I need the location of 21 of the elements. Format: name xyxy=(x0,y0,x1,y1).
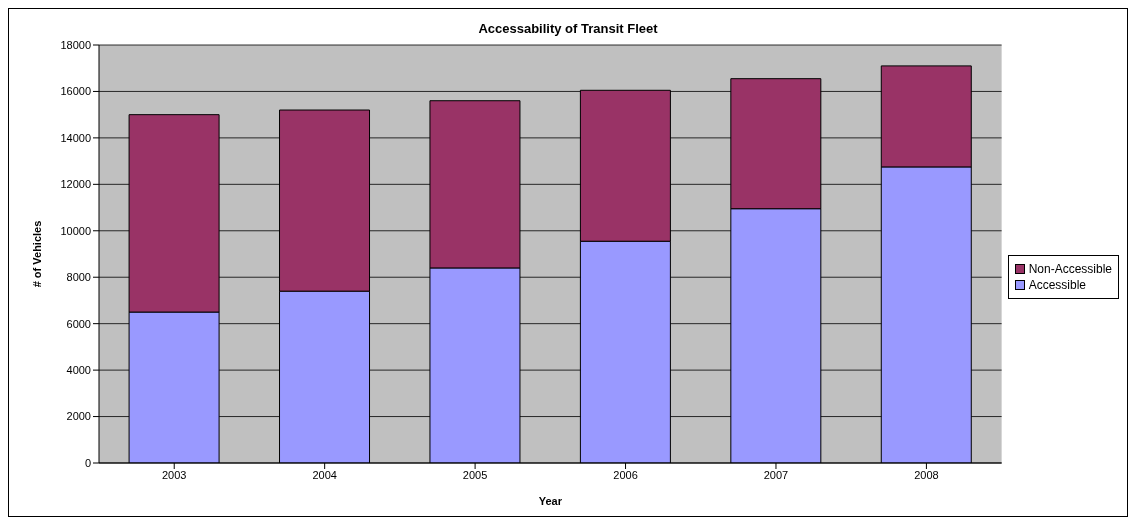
x-axis-title: Year xyxy=(538,495,563,507)
legend-label: Non-Accessible xyxy=(1028,262,1112,276)
y-tick-label: 10000 xyxy=(60,224,91,237)
chart-title: Accessability of Transit Fleet xyxy=(477,21,659,37)
y-tick-label: 14000 xyxy=(60,131,91,144)
x-tick-label: 2005 xyxy=(462,468,488,481)
y-tick-label: 16000 xyxy=(60,85,91,98)
y-tick-label: 18000 xyxy=(60,38,91,51)
x-tick-label: 2008 xyxy=(914,468,939,481)
y-tick-label: 8000 xyxy=(66,271,91,284)
x-tick-label: 2003 xyxy=(161,468,187,481)
x-tick-label: 2007 xyxy=(763,468,789,481)
y-tick-label: 6000 xyxy=(66,317,91,330)
x-tick-label: 2006 xyxy=(613,468,638,481)
y-tick-label: 0 xyxy=(84,456,91,469)
y-axis-title: # of Vehicles xyxy=(30,220,43,288)
x-tick-label: 2004 xyxy=(312,468,337,481)
y-tick-label: 12000 xyxy=(60,178,91,191)
y-tick-label: 2000 xyxy=(66,410,91,423)
legend-label: Accessible xyxy=(1028,278,1086,292)
y-tick-label: 4000 xyxy=(66,364,91,377)
